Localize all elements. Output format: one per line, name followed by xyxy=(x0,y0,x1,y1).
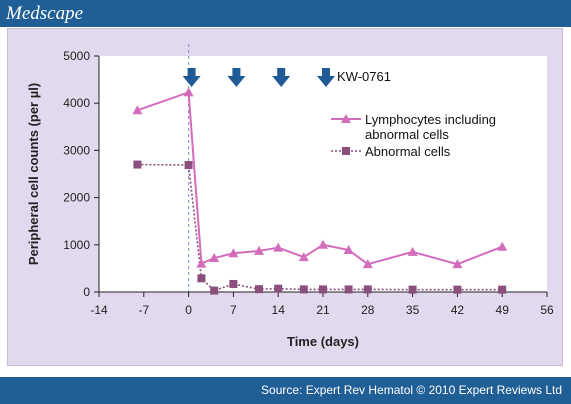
legend-lymphocytes-marker xyxy=(341,114,351,123)
lymphocytes-point xyxy=(273,242,284,252)
header-bar: Medscape xyxy=(0,0,571,27)
lymphocytes-point xyxy=(452,259,463,269)
abnormal-cells-point xyxy=(299,285,308,294)
abnormal-cells-point xyxy=(363,285,372,294)
dose-arrow-icon xyxy=(272,68,291,87)
x-axis-title: Time (days) xyxy=(287,334,359,349)
legend-abnormal-label: Abnormal cells xyxy=(365,144,451,159)
abnormal-cells-point xyxy=(453,285,462,294)
x-tick-label: 56 xyxy=(540,303,554,317)
abnormal-cells-point xyxy=(408,285,417,294)
x-tick-label: 0 xyxy=(185,303,192,317)
abnormal-cells-point xyxy=(197,274,206,283)
x-tick-label: 28 xyxy=(361,303,375,317)
y-axis-title: Peripheral cell counts (per µl) xyxy=(26,83,41,265)
lymphocytes-point xyxy=(343,244,354,254)
plot-area xyxy=(99,56,547,292)
lymphocytes-point xyxy=(497,241,508,251)
lymphocytes-point xyxy=(298,252,309,262)
legend-abnormal-marker xyxy=(342,147,350,155)
abnormal-cells-point xyxy=(210,286,219,295)
x-tick-label: 49 xyxy=(496,303,510,317)
x-tick-label: -7 xyxy=(138,303,149,317)
abnormal-cells-point xyxy=(229,279,238,288)
y-tick-label: 3000 xyxy=(63,143,90,157)
abnormal-cells-point xyxy=(498,285,507,294)
dose-arrow-icon xyxy=(317,68,335,87)
lymphocytes-point xyxy=(228,248,239,258)
source-credit: Source: Expert Rev Hematol © 2010 Expert… xyxy=(261,383,562,397)
x-tick-label: -14 xyxy=(90,303,108,317)
lymphocytes-point xyxy=(318,239,328,249)
lymphocytes-point xyxy=(209,253,220,263)
y-tick-label: 0 xyxy=(83,285,90,299)
abnormal-cells-point xyxy=(319,285,327,294)
x-tick-label: 14 xyxy=(272,303,286,317)
footer-bar: Source: Expert Rev Hematol © 2010 Expert… xyxy=(0,377,571,404)
y-tick-label: 5000 xyxy=(63,49,90,63)
dose-arrow-icon xyxy=(182,68,201,87)
abnormal-cells-point xyxy=(274,284,283,293)
lymphocytes-point xyxy=(196,258,207,268)
dose-arrow-icon xyxy=(227,68,246,87)
abnormal-cells-point xyxy=(133,160,142,169)
medscape-logo: Medscape xyxy=(6,3,84,24)
x-tick-label: 42 xyxy=(451,303,465,317)
x-tick-label: 35 xyxy=(406,303,420,317)
lymphocytes-point xyxy=(254,245,264,255)
abnormal-cells-point xyxy=(184,161,193,170)
y-tick-label: 2000 xyxy=(63,191,90,205)
lymphocytes-point xyxy=(183,87,194,97)
abnormal-cells-point xyxy=(255,285,263,294)
drug-annotation: KW-0761 xyxy=(337,69,391,84)
y-tick-label: 4000 xyxy=(63,96,90,110)
x-tick-label: 7 xyxy=(230,303,237,317)
lymphocytes-point xyxy=(407,246,418,256)
legend-lymphocytes-label: Lymphocytes including abnormal cells xyxy=(365,112,496,142)
legend-lymphocytes-label-line-2: abnormal cells xyxy=(365,127,449,142)
x-tick-label: 21 xyxy=(316,303,330,317)
legend-lymphocytes-label-line-1: Lymphocytes including xyxy=(365,112,496,127)
abnormal-cells-point xyxy=(344,285,353,294)
y-tick-label: 1000 xyxy=(63,238,90,252)
lymphocytes-point xyxy=(132,105,143,115)
lymphocytes-point xyxy=(362,259,373,269)
